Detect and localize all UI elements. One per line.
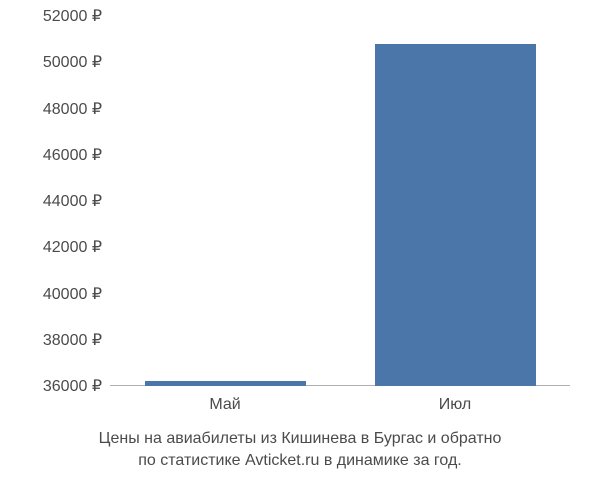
y-tick-label: 50000 ₽: [43, 52, 102, 72]
y-tick-label: 52000 ₽: [43, 6, 102, 26]
price-chart: Цены на авиабилеты из Кишинева в Бургас …: [0, 0, 600, 500]
chart-caption: Цены на авиабилеты из Кишинева в Бургас …: [0, 428, 600, 472]
y-tick-label: 38000 ₽: [43, 330, 102, 350]
y-tick-label: 46000 ₽: [43, 145, 102, 165]
x-tick-label: Июл: [439, 396, 471, 414]
x-tick-label: Май: [209, 396, 240, 414]
plot-area: [110, 16, 570, 386]
y-tick-label: 42000 ₽: [43, 237, 102, 257]
y-tick-label: 40000 ₽: [43, 284, 102, 304]
caption-line-1: Цены на авиабилеты из Кишинева в Бургас …: [0, 428, 600, 450]
y-tick-label: 44000 ₽: [43, 191, 102, 211]
bar: [145, 381, 306, 386]
y-tick-label: 48000 ₽: [43, 99, 102, 119]
y-tick-label: 36000 ₽: [43, 376, 102, 396]
caption-line-2: по статистике Avticket.ru в динамике за …: [0, 450, 600, 472]
bar: [375, 44, 536, 386]
